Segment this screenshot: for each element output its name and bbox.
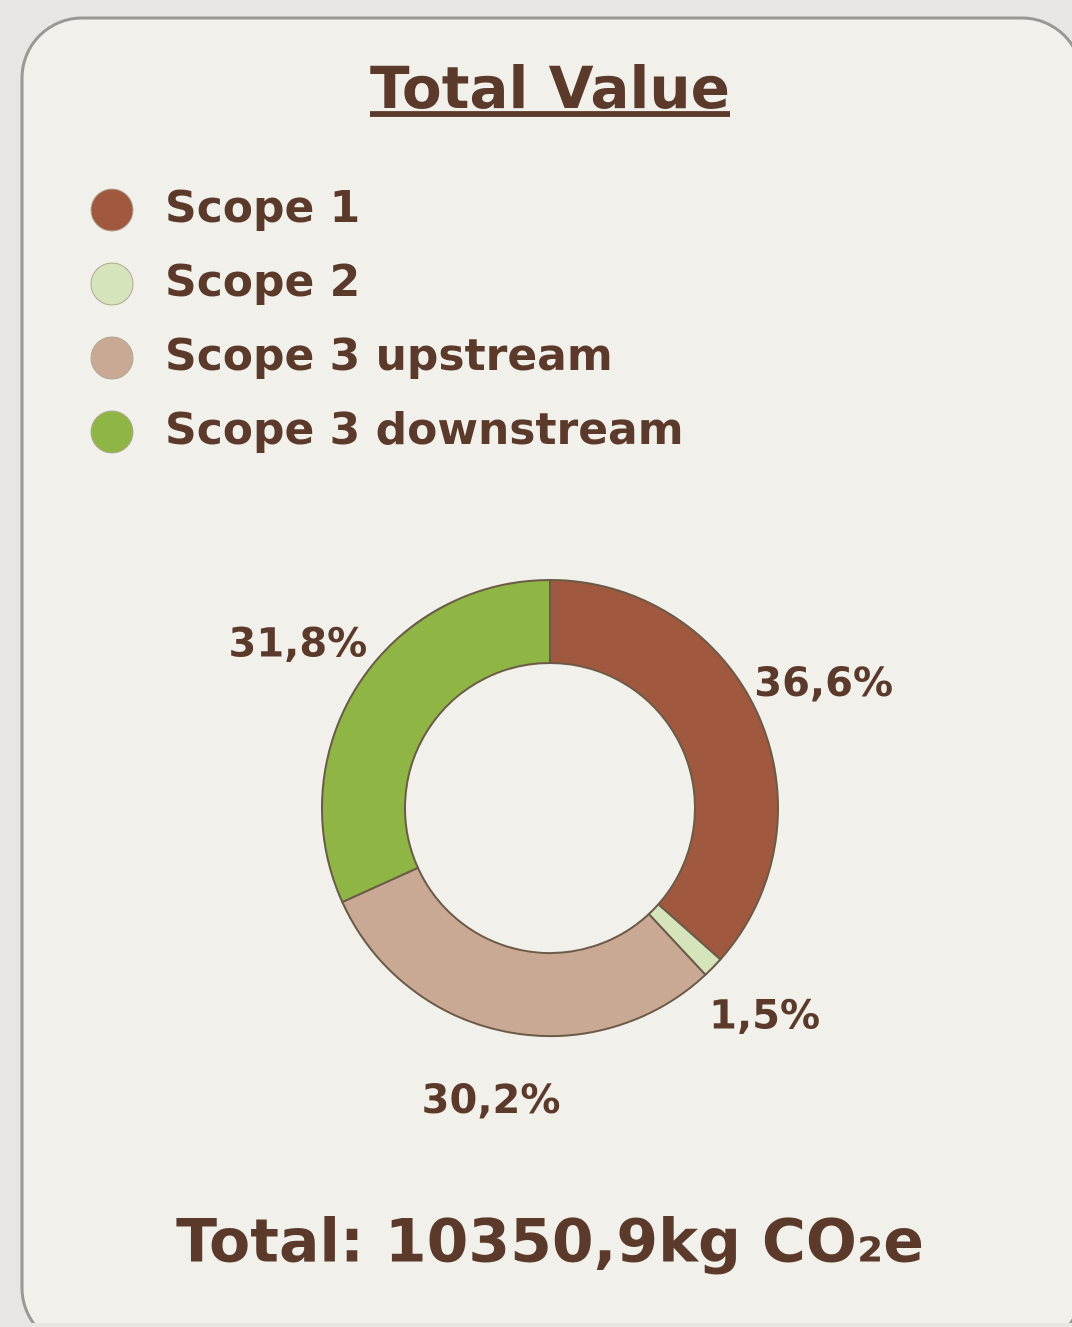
total-annotation: Total: 10350,9kg CO₂e xyxy=(176,1207,924,1277)
legend-dot xyxy=(90,410,134,454)
chart-title: Total Value xyxy=(370,54,730,122)
legend-dot xyxy=(90,262,134,306)
data-label: 1,5% xyxy=(709,993,820,1039)
donut-segment xyxy=(549,578,779,961)
donut-segment xyxy=(340,866,707,1037)
legend-dot xyxy=(90,336,134,380)
donut-segment xyxy=(321,578,551,904)
card xyxy=(20,16,1072,1327)
legend-label: Scope 1 xyxy=(165,182,360,233)
legend-label: Scope 2 xyxy=(165,256,360,307)
legend-dot xyxy=(90,188,134,232)
legend-label: Scope 3 upstream xyxy=(165,330,613,381)
legend-label: Scope 3 downstream xyxy=(165,404,684,455)
data-label: 30,2% xyxy=(422,1077,561,1123)
data-label: 36,6% xyxy=(754,660,893,706)
data-label: 31,8% xyxy=(228,620,367,666)
